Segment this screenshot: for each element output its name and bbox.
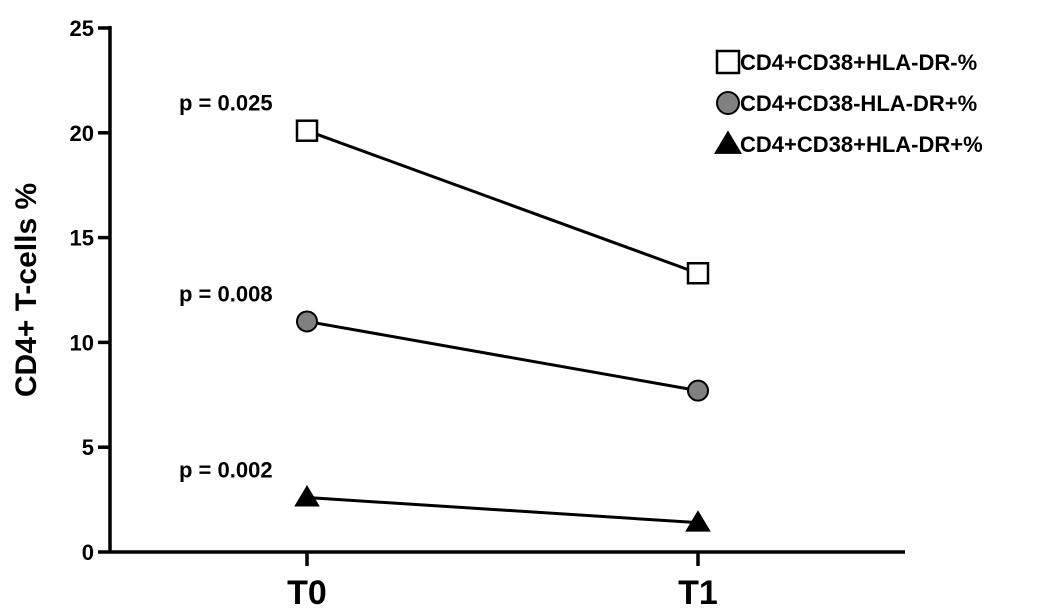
legend-label: CD4+CD38+HLA-DR+% xyxy=(740,132,983,157)
y-tick-label: 0 xyxy=(82,540,94,565)
y-tick-label: 25 xyxy=(70,16,94,41)
series-2: p = 0.008 xyxy=(179,281,709,402)
series-line xyxy=(306,496,699,525)
x-tick-label: T1 xyxy=(678,574,718,611)
data-point xyxy=(296,310,318,333)
p-value-label: p = 0.002 xyxy=(179,458,273,483)
y-tick-label: 15 xyxy=(70,226,94,251)
axes: 0 5 10 15 20 25 T0 T1 xyxy=(70,16,905,611)
y-tick-label: 5 xyxy=(82,435,94,460)
legend-marker xyxy=(715,49,741,75)
data-point xyxy=(685,510,711,532)
series-1: p = 0.025 xyxy=(179,91,710,285)
x-tick-label: T0 xyxy=(287,574,327,611)
data-point xyxy=(687,379,709,402)
series-layer: p = 0.025 p = 0.008 p = 0.002 xyxy=(179,91,711,532)
p-value-label: p = 0.008 xyxy=(179,281,273,306)
data-point xyxy=(295,119,319,142)
p-value-label: p = 0.025 xyxy=(179,91,273,116)
y-axis-label: CD4+ T-cells % xyxy=(10,183,43,397)
series-line xyxy=(306,319,699,393)
series-3: p = 0.002 xyxy=(179,458,711,532)
legend-label: CD4+CD38+HLA-DR-% xyxy=(740,50,977,75)
legend-marker xyxy=(714,130,742,154)
data-point xyxy=(294,485,320,507)
legend: CD4+CD38+HLA-DR-% CD4+CD38-HLA-DR+% CD4+CD… xyxy=(714,49,983,157)
legend-marker xyxy=(716,91,740,115)
legend-label: CD4+CD38-HLA-DR+% xyxy=(740,91,977,116)
y-tick-label: 10 xyxy=(70,330,94,355)
y-tick-label: 20 xyxy=(70,121,94,146)
data-point xyxy=(686,261,710,285)
series-line xyxy=(306,129,699,275)
